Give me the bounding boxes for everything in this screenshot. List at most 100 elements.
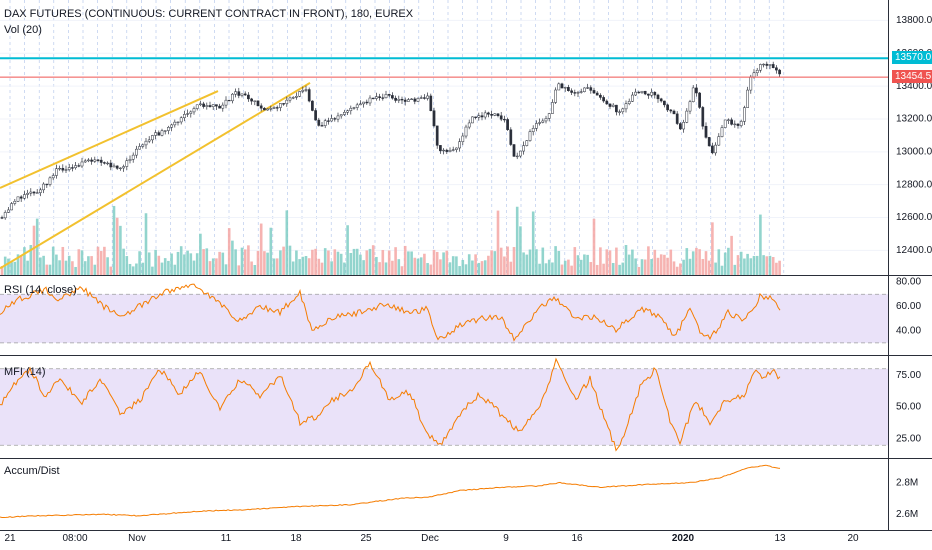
time-tick-label: 13 bbox=[774, 533, 786, 544]
candle-body bbox=[554, 89, 557, 103]
volume-bar bbox=[573, 247, 577, 275]
candle-body bbox=[272, 107, 276, 109]
candle-body bbox=[647, 93, 650, 96]
candle-body bbox=[87, 159, 90, 162]
volume-bar bbox=[589, 262, 593, 275]
price-tick-label: 12800.0 bbox=[896, 179, 932, 190]
volume-bar bbox=[528, 249, 532, 275]
volume-bar bbox=[26, 260, 29, 275]
volume-bar bbox=[506, 246, 509, 275]
volume-bar bbox=[343, 262, 346, 275]
candle-body bbox=[480, 115, 484, 118]
volume-bar bbox=[119, 225, 122, 275]
volume-bar bbox=[727, 247, 730, 275]
candle-body bbox=[0, 217, 4, 219]
volume-bar bbox=[739, 251, 743, 275]
volume-bar bbox=[147, 252, 151, 275]
candle-body bbox=[775, 67, 778, 71]
volume-bar bbox=[320, 262, 324, 275]
time-tick-label: 25 bbox=[360, 533, 372, 544]
candle-body bbox=[19, 196, 23, 199]
volume-bar bbox=[362, 260, 365, 275]
candle-body bbox=[304, 89, 308, 91]
volume-bar bbox=[563, 260, 567, 275]
candle-body bbox=[243, 93, 247, 96]
candle-body bbox=[643, 90, 647, 95]
candle-body bbox=[397, 98, 401, 101]
volume-bar bbox=[522, 252, 525, 275]
volume-bar bbox=[733, 264, 737, 275]
volume-bar bbox=[519, 226, 522, 275]
candle-body bbox=[439, 145, 442, 152]
candle-body bbox=[83, 160, 87, 163]
volume-bar bbox=[579, 259, 583, 275]
candle-body bbox=[176, 121, 180, 123]
volume-bar bbox=[167, 260, 170, 275]
candle-body bbox=[499, 115, 503, 120]
candle-body bbox=[666, 104, 669, 111]
volume-bar bbox=[749, 258, 753, 275]
volume-bar bbox=[624, 245, 628, 275]
volume-bar bbox=[19, 255, 23, 275]
volume-bar bbox=[615, 247, 618, 275]
candle-body bbox=[215, 104, 218, 107]
candle-body bbox=[320, 125, 324, 127]
volume-bar bbox=[515, 206, 519, 275]
mfi-tick-label: 75.00 bbox=[896, 370, 921, 381]
candle-body bbox=[512, 144, 516, 157]
volume-bar bbox=[215, 258, 218, 275]
candle-body bbox=[535, 123, 538, 129]
volume-bar bbox=[333, 249, 337, 275]
candle-body bbox=[336, 115, 340, 120]
volume-bar bbox=[682, 259, 685, 275]
volume-bar bbox=[243, 249, 247, 275]
volume-bar bbox=[653, 249, 657, 275]
candle-body bbox=[295, 96, 298, 98]
candle-body bbox=[733, 123, 737, 126]
volume-bar bbox=[455, 256, 458, 275]
volume-bar bbox=[704, 251, 708, 275]
volume-bar bbox=[531, 211, 535, 275]
volume-bar bbox=[675, 266, 679, 275]
candle-body bbox=[314, 110, 317, 121]
candle-body bbox=[343, 112, 346, 115]
volume-bar bbox=[432, 249, 436, 275]
volume-bar bbox=[186, 250, 189, 275]
volume-bar bbox=[42, 255, 45, 275]
candle-body bbox=[474, 116, 477, 118]
candle-body bbox=[138, 146, 141, 150]
volume-bar bbox=[618, 264, 621, 275]
candle-body bbox=[42, 183, 45, 191]
volume-bar bbox=[45, 264, 49, 275]
volume-bar bbox=[451, 256, 455, 275]
volume-bar bbox=[752, 255, 756, 275]
candle-body bbox=[522, 145, 525, 152]
candle-body bbox=[490, 114, 493, 116]
candle-body bbox=[682, 122, 685, 130]
volume-bar bbox=[576, 255, 580, 275]
candle-body bbox=[26, 192, 29, 195]
ad-tick-label: 2.6M bbox=[896, 509, 918, 520]
candle-body bbox=[714, 144, 717, 154]
volume-bar bbox=[487, 255, 490, 275]
candle-body bbox=[359, 103, 362, 106]
volume-bar bbox=[375, 256, 378, 275]
candle-body bbox=[759, 64, 762, 71]
candle-body bbox=[167, 127, 170, 131]
volume-bar bbox=[685, 248, 689, 275]
candle-body bbox=[349, 107, 353, 112]
mfi-label: MFI (14) bbox=[4, 366, 46, 378]
candle-body bbox=[323, 120, 327, 126]
volume-bar bbox=[160, 262, 164, 275]
volume-bar bbox=[256, 250, 260, 275]
volume-bar bbox=[93, 264, 97, 275]
volume-bar bbox=[211, 258, 215, 275]
volume-bar bbox=[512, 247, 516, 275]
candle-body bbox=[711, 145, 714, 154]
volume-bar bbox=[423, 253, 426, 275]
candle-body bbox=[192, 108, 196, 113]
candle-body bbox=[461, 135, 465, 142]
volume-bar bbox=[218, 251, 221, 275]
volume-bar bbox=[384, 262, 388, 275]
